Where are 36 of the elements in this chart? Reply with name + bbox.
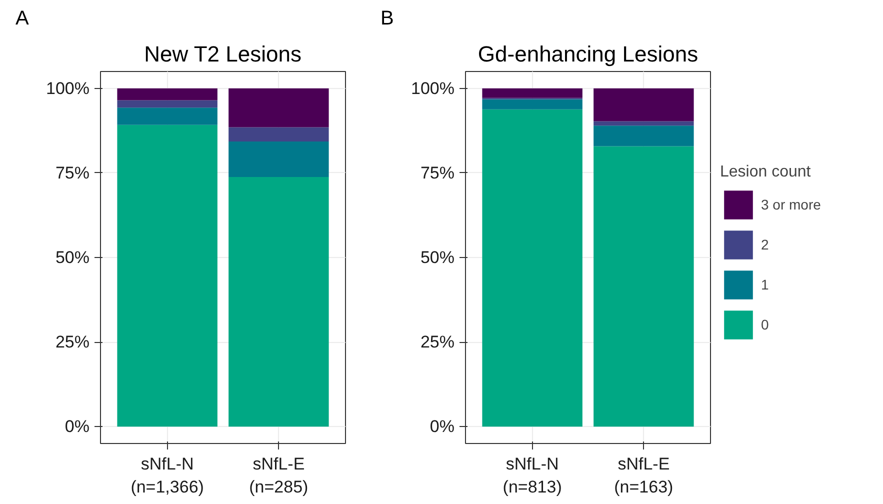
bar bbox=[117, 108, 218, 125]
y-tick-label: 100% bbox=[411, 78, 455, 98]
bar bbox=[228, 142, 329, 178]
x-tick-label: sNfL-N (n=1,366) bbox=[130, 454, 204, 496]
y-tick-label: 0% bbox=[430, 417, 455, 436]
bar bbox=[228, 177, 329, 427]
chart-title: New T2 Lesions bbox=[144, 42, 302, 66]
x-tick-label: sNfL-E (n=285) bbox=[249, 454, 308, 496]
bar bbox=[117, 88, 218, 100]
y-tick-label: 50% bbox=[420, 248, 455, 267]
bar bbox=[594, 121, 694, 126]
bar bbox=[228, 88, 329, 128]
text: B bbox=[380, 8, 394, 30]
legend-label: 1 bbox=[761, 276, 770, 292]
y-tick-label: 0% bbox=[64, 417, 90, 436]
bar bbox=[228, 127, 329, 142]
y-tick-label: 75% bbox=[420, 163, 455, 182]
legend-label: 3 or more bbox=[761, 196, 821, 212]
legend-label: 2 bbox=[761, 236, 770, 252]
y-tick-label: 75% bbox=[55, 163, 90, 182]
y-tick-label: 100% bbox=[46, 78, 90, 98]
x-tick-label: sNfL-N (n=813) bbox=[502, 454, 562, 496]
bar bbox=[117, 100, 218, 108]
text: A bbox=[16, 8, 30, 30]
legend-label: 0 bbox=[761, 316, 770, 332]
bar bbox=[594, 146, 694, 427]
y-tick-label: 25% bbox=[55, 332, 90, 352]
y-tick-label: 25% bbox=[420, 332, 455, 352]
chart-title: Gd-enhancing Lesions bbox=[478, 42, 698, 66]
bar bbox=[482, 88, 582, 98]
legend-title: Lesion count bbox=[720, 163, 812, 181]
y-tick-label: 50% bbox=[55, 248, 90, 267]
bar bbox=[594, 88, 694, 122]
bar bbox=[594, 126, 694, 146]
bar bbox=[482, 99, 582, 110]
x-tick-label: sNfL-E (n=163) bbox=[614, 454, 674, 496]
